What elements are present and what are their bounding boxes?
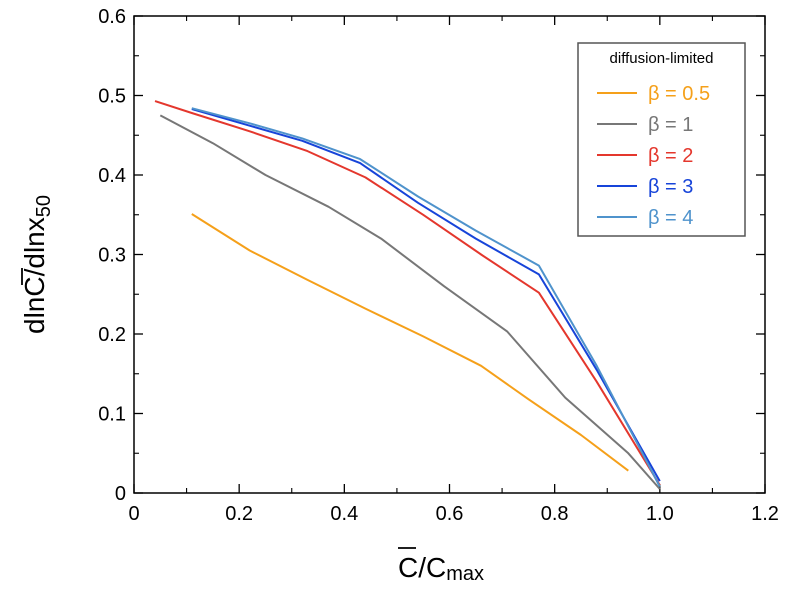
legend-label-5: β = 4 xyxy=(648,207,693,229)
x-axis-title-main: C xyxy=(398,552,418,583)
legend-label-1: β = 0.5 xyxy=(648,83,710,105)
x-tick-label: 1.2 xyxy=(751,503,779,525)
y-axis-title: dlnC/dlnx50 xyxy=(19,195,55,334)
legend-label-2: β = 1 xyxy=(648,114,693,136)
x-axis-title: C/Cmax xyxy=(398,547,484,585)
y-axis-title-bar: C xyxy=(19,276,50,296)
y-axis-title-pre: dln xyxy=(19,297,50,334)
legend-title: diffusion-limited xyxy=(610,50,714,67)
y-tick-label: 0 xyxy=(115,483,126,505)
legend: diffusion-limited β = 0.5 β = 1 β = 2 β = 3… xyxy=(577,42,746,237)
series-line-2 xyxy=(159,114,661,490)
x-axis-title-sub: max xyxy=(446,563,484,585)
x-tick-labels: 0 0.2 0.4 0.6 0.8 1.0 1.2 xyxy=(128,503,778,525)
y-tick-label: 0.3 xyxy=(98,245,126,267)
y-tick-label: 0.6 xyxy=(98,6,126,28)
series-line-5 xyxy=(191,107,661,488)
y-tick-label: 0.2 xyxy=(98,324,126,346)
x-tick-label: 0 xyxy=(128,503,139,525)
y-axis-title-post: /dlnx xyxy=(19,217,50,276)
series-line-3 xyxy=(154,100,661,486)
x-axis-title-rest: /C xyxy=(418,552,446,583)
series-lines xyxy=(154,100,661,490)
x-tick-label: 0.8 xyxy=(541,503,569,525)
y-tick-label: 0.4 xyxy=(98,165,126,187)
series-line-4 xyxy=(191,108,661,482)
svg-text:C/Cmax: C/Cmax xyxy=(398,552,484,585)
legend-label-3: β = 2 xyxy=(648,145,693,167)
y-axis-title-sub: 50 xyxy=(33,195,55,217)
svg-text:dlnC/dlnx50: dlnC/dlnx50 xyxy=(19,195,55,334)
x-tick-label: 0.2 xyxy=(225,503,253,525)
y-tick-label: 0.1 xyxy=(98,404,126,426)
x-tick-label: 0.4 xyxy=(330,503,358,525)
x-tick-label: 0.6 xyxy=(436,503,464,525)
y-tick-label: 0.5 xyxy=(98,86,126,108)
series-line-1 xyxy=(191,213,629,472)
x-tick-label: 1.0 xyxy=(646,503,674,525)
legend-entries: β = 0.5 β = 1 β = 2 β = 3 β = 4 xyxy=(597,83,710,229)
plot-frame xyxy=(133,15,766,494)
y-tick-labels: 0 0.1 0.2 0.3 0.4 0.5 0.6 xyxy=(98,6,126,505)
legend-box xyxy=(577,42,746,237)
legend-label-4: β = 3 xyxy=(648,176,693,198)
